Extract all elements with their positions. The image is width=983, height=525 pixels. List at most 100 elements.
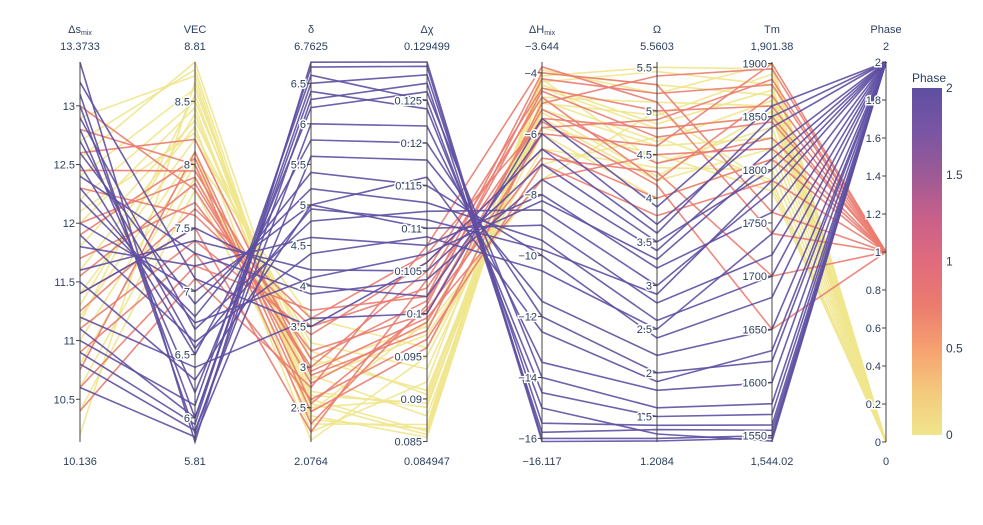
axis-tick-label: 7.5 bbox=[175, 223, 190, 235]
axis-tick-label: 1700 bbox=[743, 271, 767, 283]
record-line bbox=[79, 87, 887, 369]
record-line bbox=[79, 71, 887, 389]
axis-4[interactable]: ΔHmix −3.644 −16.117 −16 −14 −12 −10 −8 −6 −4 bbox=[517, 24, 562, 468]
record-line bbox=[79, 61, 887, 328]
axis-tick-label: 0.09 bbox=[401, 394, 422, 406]
axis-range-min: 0 bbox=[883, 456, 889, 468]
axis-tick-label: 3.5 bbox=[637, 237, 652, 249]
axis-range-min: 0.084947 bbox=[404, 456, 450, 468]
axis-tick-label: 1600 bbox=[743, 377, 767, 389]
axis-tick-label: 0.1 bbox=[407, 309, 422, 321]
colorbar-bar bbox=[912, 88, 942, 435]
axis-tick-label: −8 bbox=[524, 190, 537, 202]
colorbar-tick-label: 0.5 bbox=[946, 341, 963, 355]
axis-range-max: 1,901.38 bbox=[751, 41, 794, 53]
axis-tick-label: 3.5 bbox=[291, 322, 306, 334]
axis-tick-label: 0.115 bbox=[395, 181, 422, 193]
axis-0[interactable]: Δsmix 13.3733 10.136 10.5 11 11.5 12 12.5 13 bbox=[52, 24, 100, 468]
axis-range-max: 6.7625 bbox=[294, 41, 328, 53]
axis-tick-label: 1900 bbox=[743, 58, 767, 70]
axis-3[interactable]: Δχ 0.129499 0.084947 0.085 0.09 0.095 0.1 0.105… bbox=[393, 24, 450, 468]
axis-tick-label: 1 bbox=[875, 247, 881, 259]
axis-tick-label: 1550 bbox=[743, 431, 767, 443]
record-line bbox=[79, 120, 887, 331]
axis-tick-label: 2 bbox=[875, 57, 881, 69]
record-line bbox=[79, 78, 887, 413]
record-line bbox=[79, 61, 887, 350]
axis-title-main: Phase bbox=[870, 24, 901, 36]
record-line bbox=[79, 61, 887, 438]
axis-tick-label: 3 bbox=[646, 281, 652, 293]
axis-tick-label: 0.8 bbox=[866, 285, 881, 297]
record-line bbox=[79, 61, 887, 443]
axis-2[interactable]: δ 6.7625 2.0764 2.5 3 3.5 4 4.5 5 5.5 6 6.5 bbox=[289, 24, 328, 468]
axis-tick-label: 1.2 bbox=[866, 209, 881, 221]
axis-tick-label: 4 bbox=[300, 281, 306, 293]
axis-title: δ bbox=[308, 24, 314, 36]
axis-tick-label: −12 bbox=[518, 312, 537, 324]
axis-6[interactable]: Tm 1,901.38 1,544.02 1550 1600 1650 1700 1750 18… bbox=[741, 24, 794, 468]
axis-title: Tm bbox=[764, 24, 780, 36]
colorbar-tick-label: 0 bbox=[946, 428, 953, 442]
axis-tick-label: 0.085 bbox=[394, 437, 422, 449]
axis-range-max: 2 bbox=[883, 41, 889, 53]
axis-range-min: 1,544.02 bbox=[751, 456, 794, 468]
axis-tick-label: −10 bbox=[518, 251, 537, 263]
axis-tick-label: 3 bbox=[300, 362, 306, 374]
axis-tick-label: 13 bbox=[63, 101, 75, 113]
axis-range-min: 5.81 bbox=[184, 456, 205, 468]
colorbar: Phase 0 0.5 1 1.5 2 bbox=[912, 71, 963, 442]
colorbar-tick-label: 2 bbox=[946, 81, 953, 95]
axis-tick-label: 5 bbox=[646, 106, 652, 118]
axis-title-main: ΔH bbox=[529, 24, 544, 36]
axis-tick-label: 11 bbox=[64, 336, 75, 348]
axis-tick-label: 0.2 bbox=[866, 399, 881, 411]
axis-title: VEC bbox=[184, 24, 207, 36]
axis-tick-label: 5.5 bbox=[637, 62, 652, 74]
axis-5[interactable]: Ω 5.5603 1.2084 1.5 2 2.5 3 3.5 4 4.5 5 5.5 bbox=[635, 24, 674, 468]
axis-range-min: 2.0764 bbox=[294, 456, 328, 468]
colorbar-tick-label: 1.5 bbox=[946, 168, 963, 182]
axis-tick-label: 1650 bbox=[743, 324, 767, 336]
colorbar-title: Phase bbox=[912, 71, 946, 85]
record-line bbox=[79, 61, 887, 331]
axis-tick-label: 4.5 bbox=[637, 150, 652, 162]
axis-tick-label: 1.5 bbox=[637, 412, 652, 424]
axis-title-main: VEC bbox=[184, 24, 207, 36]
axes-layer: Δsmix13.373310.13610.51111.51212.513VEC8… bbox=[52, 24, 902, 468]
axis-1[interactable]: VEC 8.81 5.81 6 6.5 7 7.5 8 8.5 bbox=[173, 24, 207, 468]
axis-tick-label: −6 bbox=[524, 129, 537, 141]
axis-title-main: Δs bbox=[68, 24, 81, 36]
record-line bbox=[79, 61, 887, 295]
axis-tick-label: 5 bbox=[300, 200, 306, 212]
axis-tick-label: 0 bbox=[875, 437, 881, 449]
axis-title: Δsmix bbox=[68, 24, 92, 37]
polylines-layer bbox=[79, 60, 887, 445]
axis-tick-label: 5.5 bbox=[291, 159, 306, 171]
axis-range-max: −3.644 bbox=[525, 41, 559, 53]
axis-tick-label: 6 bbox=[184, 413, 190, 425]
axis-tick-label: 12 bbox=[63, 218, 75, 230]
record-line bbox=[79, 90, 887, 361]
axis-range-min: −16.117 bbox=[522, 456, 561, 468]
axis-tick-label: 1.8 bbox=[866, 95, 881, 107]
axis-tick-label: 6 bbox=[300, 119, 306, 131]
axis-7[interactable]: Phase 2 00 0.2 0.4 0.6 0.8 1 1.2 1.4 1.6 1.8 2 bbox=[864, 24, 902, 468]
axis-tick-label: 6.5 bbox=[175, 350, 190, 362]
axis-title-main: δ bbox=[308, 24, 314, 36]
axis-tick-label: −16 bbox=[518, 433, 537, 445]
axis-range-min: 10.136 bbox=[63, 456, 97, 468]
axis-tick-label: −4 bbox=[524, 68, 537, 80]
axis-range-max: 13.3733 bbox=[60, 41, 100, 53]
axis-tick-label: 1.6 bbox=[866, 133, 881, 145]
colorbar-tick-label: 1 bbox=[946, 255, 953, 269]
axis-tick-label: 4.5 bbox=[291, 240, 306, 252]
axis-tick-label: 1800 bbox=[743, 165, 767, 177]
record-line bbox=[79, 65, 887, 412]
axis-tick-label: 6.5 bbox=[291, 78, 306, 90]
axis-tick-label: 10.5 bbox=[54, 394, 75, 406]
axis-title: Ω bbox=[653, 24, 661, 36]
axis-tick-label: 0.12 bbox=[401, 138, 422, 150]
axis-range-max: 5.5603 bbox=[640, 41, 674, 53]
